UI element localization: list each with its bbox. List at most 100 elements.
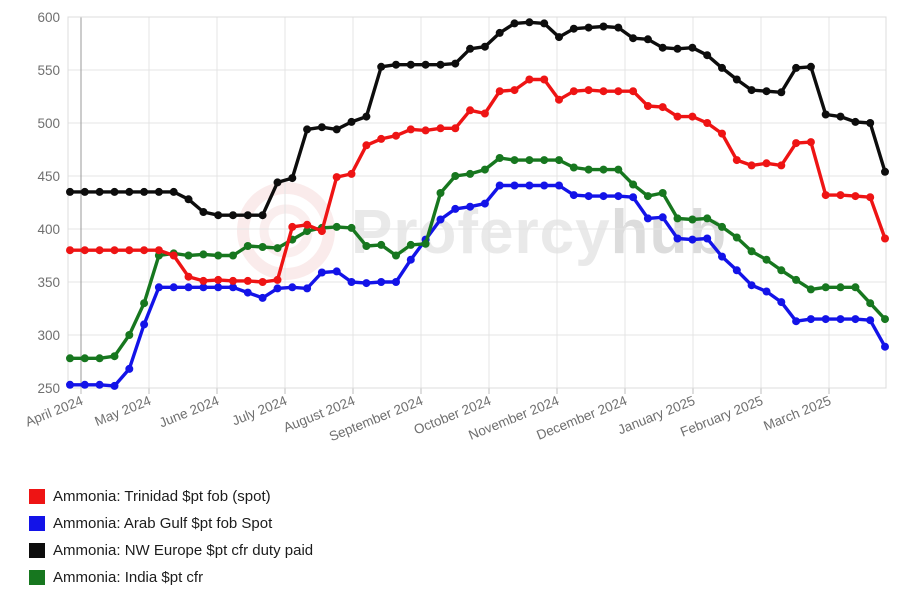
data-point-arab-gulf [332,267,341,276]
data-point-india [866,299,875,308]
legend-swatch-trinidad [29,489,45,504]
data-point-arab-gulf [229,283,237,292]
data-point-india [332,222,341,231]
data-point-nw-europe [154,187,163,196]
data-point-nw-europe [66,187,74,196]
data-point-nw-europe [436,60,445,69]
data-point-nw-europe [658,43,667,52]
data-point-trinidad [851,192,860,201]
legend-item-arab-gulf[interactable]: Ammonia: Arab Gulf $pt fob Spot [29,510,313,537]
data-point-nw-europe [480,42,489,51]
data-point-arab-gulf [777,298,786,307]
legend-item-trinidad[interactable]: Ammonia: Trinidad $pt fob (spot) [29,483,313,510]
data-point-arab-gulf [688,235,697,244]
data-point-india [658,189,667,197]
data-point-arab-gulf [673,234,682,243]
data-point-nw-europe [243,211,252,220]
data-point-nw-europe [406,60,415,69]
data-point-nw-europe [614,23,623,32]
data-point-arab-gulf [317,268,326,277]
data-point-nw-europe [258,211,267,220]
data-point-trinidad [792,139,801,148]
data-point-arab-gulf [199,283,208,292]
data-point-arab-gulf [569,191,578,200]
data-point-nw-europe [510,19,519,28]
data-point-india [303,227,312,236]
series-trinidad [66,75,889,286]
data-point-trinidad [406,125,415,134]
data-point-arab-gulf [495,181,504,190]
data-point-trinidad [732,156,741,165]
data-point-nw-europe [95,187,104,196]
data-point-nw-europe [332,125,341,134]
data-point-arab-gulf [110,381,119,390]
data-point-india [229,251,237,260]
data-point-india [703,214,712,223]
series-line-india [70,156,887,360]
data-point-nw-europe [362,112,371,121]
data-point-arab-gulf [643,214,652,223]
y-axis-tick-label: 500 [37,116,60,131]
data-point-nw-europe [836,112,845,121]
data-point-trinidad [436,124,445,133]
data-point-trinidad [332,173,341,182]
data-point-trinidad [540,75,549,84]
data-point-nw-europe [184,195,193,204]
data-point-arab-gulf [703,234,712,243]
data-point-nw-europe [110,187,119,196]
data-point-arab-gulf [303,284,312,293]
data-point-arab-gulf [451,204,460,213]
legend: Ammonia: Trinidad $pt fob (spot) Ammonia… [29,483,313,591]
data-point-arab-gulf [288,283,297,292]
data-point-india [792,275,801,284]
data-point-nw-europe [495,28,504,37]
data-point-india [362,242,371,250]
data-point-india [821,283,830,292]
data-point-trinidad [466,106,475,115]
data-point-arab-gulf [466,202,475,211]
data-point-trinidad [629,87,638,96]
data-point-arab-gulf [599,192,608,201]
data-point-nw-europe [80,187,89,196]
data-point-nw-europe [673,44,682,53]
x-axis-tick-label: March 2025 [761,393,833,434]
legend-label-nw-europe: Ammonia: NW Europe $pt cfr duty paid [53,542,314,559]
data-point-trinidad [303,220,312,229]
data-point-nw-europe [540,19,549,28]
data-point-india [451,172,460,180]
legend-swatch-india [29,570,45,585]
data-point-arab-gulf [169,283,178,292]
data-point-india [732,233,741,242]
x-axis-tick-label: June 2024 [157,393,222,431]
data-point-arab-gulf [555,181,563,190]
y-axis-tick-label: 550 [37,63,60,78]
data-point-arab-gulf [510,181,519,190]
data-point-india [377,240,386,249]
legend-item-india[interactable]: Ammonia: India $pt cfr [29,564,313,591]
data-point-india [480,165,489,174]
data-point-india [569,163,578,172]
data-point-arab-gulf [347,278,356,286]
data-point-nw-europe [317,123,326,132]
data-point-trinidad [154,246,163,255]
data-point-india [747,247,756,256]
data-point-nw-europe [792,63,801,72]
data-point-nw-europe [584,23,593,32]
data-point-arab-gulf [258,293,267,302]
data-point-india [836,283,845,292]
data-point-india [673,214,682,223]
data-point-nw-europe [273,178,282,187]
data-point-trinidad [673,112,682,121]
data-point-india [95,354,104,363]
y-axis-tick-label: 300 [37,328,60,343]
data-point-arab-gulf [792,317,801,326]
legend-item-nw-europe[interactable]: Ammonia: NW Europe $pt cfr duty paid [29,537,313,564]
data-point-trinidad [510,86,519,95]
data-point-trinidad [836,191,845,200]
data-point-india [125,331,134,339]
data-point-india [80,354,89,363]
data-point-trinidad [495,87,504,96]
data-point-arab-gulf [718,252,726,261]
series-line-nw-europe [70,20,887,217]
data-point-india [140,299,149,308]
